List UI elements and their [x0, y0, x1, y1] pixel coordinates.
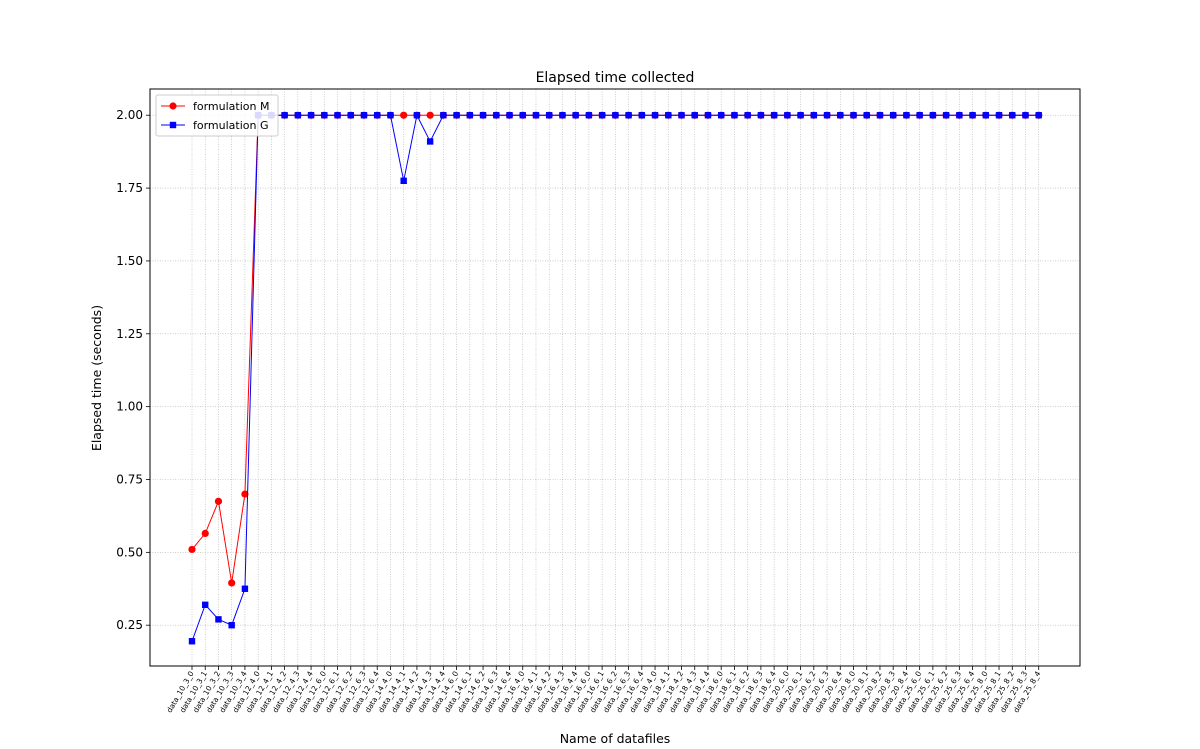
- data-point-formulation-g: [202, 601, 209, 609]
- data-point-formulation-g: [704, 112, 712, 119]
- data-point-formulation-g: [559, 112, 566, 119]
- data-point-formulation-g: [929, 112, 937, 119]
- data-point-formulation-g: [360, 112, 368, 119]
- data-point-formulation-g: [651, 112, 659, 119]
- data-point-formulation-g: [387, 112, 394, 119]
- data-point-formulation-g: [1035, 112, 1042, 119]
- data-point-formulation-g: [876, 112, 884, 119]
- data-point-formulation-g: [334, 112, 341, 119]
- legend-label-formulation-g: formulation G: [193, 119, 269, 132]
- data-point-formulation-g: [770, 112, 778, 119]
- data-point-formulation-g: [572, 112, 579, 119]
- y-tick-label: 1.75: [116, 181, 143, 195]
- data-point-formulation-g: [347, 112, 354, 119]
- data-point-formulation-g: [506, 112, 513, 119]
- data-point-formulation-g: [625, 112, 632, 119]
- data-point-formulation-g: [665, 112, 672, 119]
- data-point-formulation-g: [241, 585, 249, 592]
- data-point-formulation-m: [188, 545, 196, 554]
- legend-label-formulation-m: formulation M: [193, 100, 269, 113]
- y-tick-label: 1.00: [116, 400, 143, 414]
- data-point-formulation-g: [440, 112, 447, 119]
- data-point-formulation-g: [797, 112, 804, 119]
- data-point-formulation-g: [678, 112, 685, 119]
- data-point-formulation-g: [956, 112, 963, 119]
- data-point-formulation-g: [969, 112, 976, 119]
- data-point-formulation-g: [784, 112, 791, 119]
- legend: formulation M formulation G: [155, 94, 279, 137]
- data-point-formulation-g: [995, 112, 1003, 119]
- data-point-formulation-m: [201, 529, 209, 538]
- data-point-formulation-g: [598, 112, 606, 119]
- y-axis-label: Elapsed time (seconds): [89, 305, 104, 451]
- y-tick-label: 1.50: [116, 254, 143, 268]
- data-point-formulation-g: [281, 112, 288, 119]
- series-layer: [188, 111, 1043, 645]
- legend-box: [155, 94, 279, 137]
- data-point-formulation-g: [532, 112, 540, 119]
- data-point-formulation-g: [493, 112, 500, 119]
- data-point-formulation-g: [546, 112, 553, 119]
- data-point-formulation-m: [400, 111, 408, 119]
- data-point-formulation-g: [519, 112, 526, 119]
- chart-title: Elapsed time collected: [536, 70, 695, 86]
- data-point-formulation-g: [321, 112, 328, 119]
- data-point-formulation-m: [228, 579, 236, 587]
- data-point-formulation-g: [810, 112, 818, 119]
- data-point-formulation-g: [823, 112, 831, 119]
- data-point-formulation-g: [850, 112, 857, 119]
- data-point-formulation-g: [1022, 112, 1029, 119]
- data-point-formulation-g: [837, 112, 844, 119]
- y-axis: 0.25 0.50 0.75 1.00 1.25 1.50 1.75 2.00: [116, 108, 150, 632]
- data-point-formulation-g: [731, 112, 738, 119]
- data-point-formulation-g: [757, 112, 765, 119]
- data-point-formulation-g: [426, 138, 434, 145]
- data-point-formulation-g: [374, 112, 381, 119]
- y-tick-label: 2.00: [116, 108, 143, 122]
- data-point-formulation-g: [413, 112, 421, 119]
- y-tick-label: 1.25: [116, 327, 143, 341]
- y-tick-label: 0.50: [116, 545, 143, 559]
- data-point-formulation-g: [942, 112, 950, 119]
- legend-marker-formulation-m: [169, 102, 177, 110]
- data-point-formulation-g: [466, 112, 474, 119]
- data-point-formulation-g: [585, 112, 593, 119]
- data-point-formulation-g: [982, 112, 989, 119]
- data-point-formulation-m: [214, 497, 223, 505]
- data-point-formulation-g: [612, 112, 619, 119]
- data-point-formulation-g: [215, 616, 222, 623]
- data-point-formulation-m: [241, 490, 249, 498]
- data-point-formulation-g: [691, 112, 698, 119]
- data-point-formulation-g: [916, 112, 923, 119]
- data-point-formulation-g: [718, 112, 725, 119]
- data-point-formulation-m: [426, 111, 434, 119]
- data-point-formulation-g: [744, 112, 751, 119]
- data-point-formulation-g: [228, 622, 235, 629]
- y-tick-label: 0.25: [116, 618, 143, 632]
- data-point-formulation-g: [400, 177, 407, 184]
- x-axis: data_10_3_0data_10_3_1data_10_3_2data_10…: [165, 666, 1043, 714]
- data-point-formulation-g: [453, 112, 460, 119]
- data-point-formulation-g: [1009, 112, 1016, 119]
- data-point-formulation-g: [889, 112, 897, 119]
- data-point-formulation-g: [863, 112, 870, 119]
- data-point-formulation-g: [638, 112, 646, 119]
- data-point-formulation-g: [188, 638, 196, 645]
- data-point-formulation-g: [307, 112, 315, 119]
- x-axis-label: Name of datafiles: [560, 731, 671, 746]
- y-tick-label: 0.75: [116, 472, 143, 486]
- legend-marker-formulation-g: [169, 121, 177, 129]
- data-point-formulation-g: [479, 112, 487, 119]
- grid: [150, 89, 1080, 666]
- data-point-formulation-g: [294, 112, 302, 119]
- data-point-formulation-g: [903, 112, 910, 119]
